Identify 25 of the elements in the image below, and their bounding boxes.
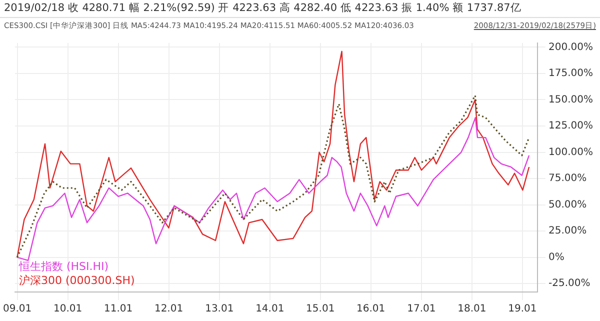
x-tick-label: 18.01 [458, 304, 486, 315]
y-tick-label: -25.00% [548, 278, 590, 290]
y-tick-label: 25.00% [548, 226, 587, 237]
x-tick-label: 19.01 [508, 304, 537, 315]
x-tick-label: 17.01 [407, 304, 436, 315]
x-tick-label: 10.01 [53, 304, 82, 315]
chart-title: 2019/02/18 收 4280.71 幅 2.21%(92.59) 开 4223.63 高 4282.40 低 4223.63 振 1.40% 额 1737.87亿 [3, 1, 522, 16]
y-tick-label: 175.00% [548, 68, 594, 80]
x-tick-label: 13.01 [205, 304, 234, 315]
y-tick-label: 125.00% [548, 120, 594, 132]
series-label: 恒生指数 (HSI.HI) [18, 260, 109, 273]
x-tick-label: 09.01 [3, 304, 32, 315]
x-tick-label: 16.01 [356, 304, 386, 315]
x-tick-label: 12.01 [154, 304, 184, 315]
series-label: 沪深300 (000300.SH) [18, 274, 135, 287]
y-tick-label: 50.00% [548, 199, 587, 210]
y-tick-label: 100.00% [548, 146, 594, 158]
y-tick-label: 75.00% [548, 173, 587, 184]
x-tick-label: 11.01 [104, 304, 133, 315]
line-series [16, 94, 530, 258]
y-tick-label: 200.00% [548, 42, 594, 53]
y-tick-label: 150.00% [548, 94, 594, 106]
y-tick-label: 0% [548, 252, 564, 263]
x-tick-label: 14.01 [256, 304, 284, 315]
x-tick-label: 15.01 [306, 304, 335, 315]
